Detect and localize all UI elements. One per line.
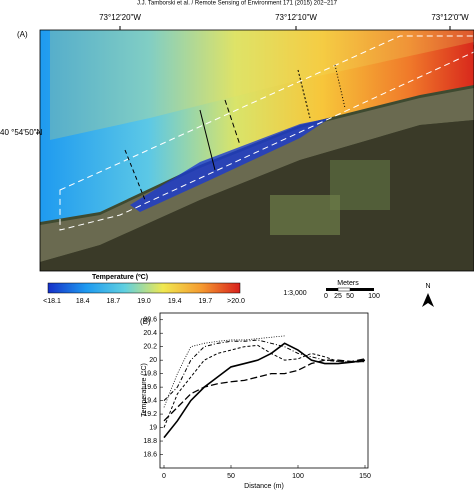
thermal-map <box>36 26 474 272</box>
plot-frame <box>159 312 369 469</box>
x-tick-label: 50 <box>227 473 235 480</box>
colorbar-label: 18.4 <box>76 298 90 305</box>
y-tick-label: 19.6 <box>143 384 157 391</box>
y-tick-label: 18.8 <box>143 438 157 445</box>
x-tick-label: 0 <box>162 473 166 480</box>
colorbar-label: 18.7 <box>107 298 121 305</box>
y-axis-label: Temperature (°C) <box>140 363 148 417</box>
y-tick-label: 19.4 <box>143 397 157 404</box>
y-tick-label: 19.8 <box>143 370 157 377</box>
data-line <box>163 358 366 422</box>
y-tick-label: 19 <box>149 424 157 431</box>
scalebar-label: 100 <box>368 293 380 300</box>
scalebar <box>326 287 374 292</box>
colorbar-label: 19.4 <box>168 298 182 305</box>
colorbar-label: 19.7 <box>199 298 213 305</box>
scalebar-label: 50 <box>346 293 354 300</box>
longitude-label: 73°12'20"W <box>99 13 141 22</box>
colorbar <box>47 282 241 294</box>
y-tick-label: 20.2 <box>143 344 157 351</box>
latitude-label: 40 °54'50"N <box>0 128 42 137</box>
scalebar-title: Meters <box>337 280 359 287</box>
y-tick-label: 20.4 <box>143 330 157 337</box>
x-tick-label: 100 <box>292 473 304 480</box>
x-axis-label: Distance (m) <box>244 483 284 490</box>
map-scale: 1:3,000 <box>283 290 306 297</box>
scalebar-label: 0 <box>324 293 328 300</box>
data-line <box>163 342 366 439</box>
x-tick-label: 150 <box>359 473 371 480</box>
longitude-label: 73°12'0"W <box>431 13 469 22</box>
y-tick-label: 19.2 <box>143 411 157 418</box>
colorbar-title: Temperature (ºC) <box>92 274 148 281</box>
data-line <box>163 339 366 401</box>
scalebar-label: 25 <box>334 293 342 300</box>
colorbar-label: >20.0 <box>227 298 245 305</box>
panel-label: (B) <box>140 317 151 326</box>
colorbar-label: 19.0 <box>137 298 151 305</box>
north-label: N <box>425 283 430 290</box>
data-line <box>163 335 285 408</box>
panel-label: (A) <box>17 30 28 39</box>
north-arrow <box>422 293 434 307</box>
longitude-label: 73°12'10"W <box>275 13 317 22</box>
running-header: J.J. Tamborski et al. / Remote Sensing o… <box>137 1 338 7</box>
y-tick-label: 18.6 <box>143 451 157 458</box>
colorbar-label: <18.1 <box>43 298 61 305</box>
y-tick-label: 20.6 <box>143 317 157 324</box>
y-tick-label: 20 <box>149 357 157 364</box>
